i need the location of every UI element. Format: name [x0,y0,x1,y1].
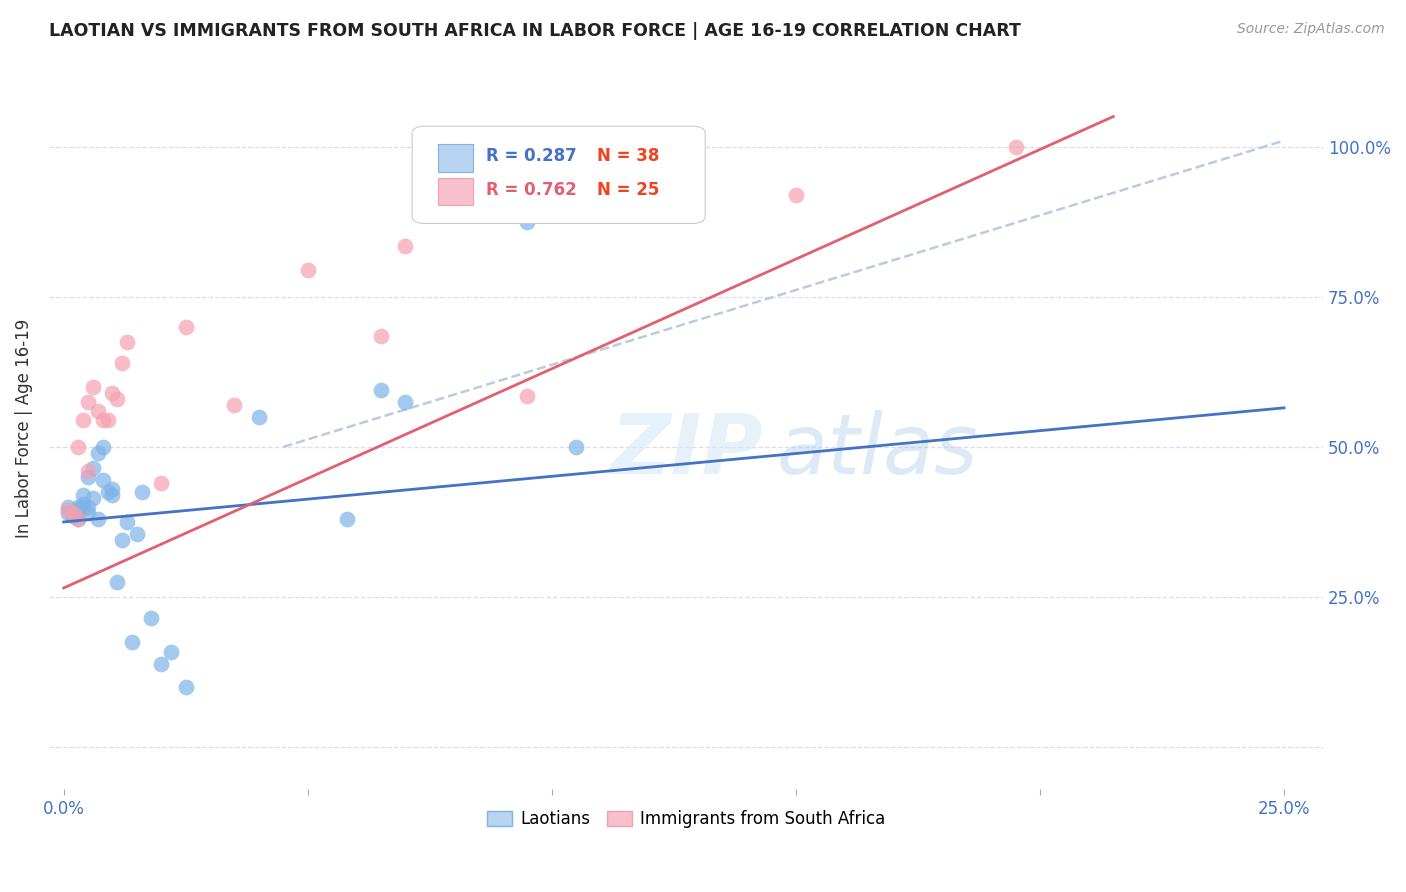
Point [72,413,94,427]
Point [77,464,100,478]
Text: R = 0.287: R = 0.287 [486,147,576,165]
Point [297,262,319,277]
Point [77,500,100,514]
Point [150,475,173,490]
Point [394,238,416,252]
Point [150,657,173,672]
Point [77,470,100,484]
Point [91,473,114,487]
Point [77,394,100,409]
Point [67,500,90,514]
Point [62,506,84,520]
Point [516,215,538,229]
Point [58,500,80,514]
Point [174,319,197,334]
Point [96,484,118,499]
Point [67,503,90,517]
Text: ZIP: ZIP [610,410,762,491]
Point [141,611,163,625]
Text: N = 38: N = 38 [598,147,659,165]
Point [131,484,153,499]
Point [105,574,128,589]
Point [638,205,661,219]
FancyBboxPatch shape [412,126,706,224]
Bar [437,145,474,171]
Y-axis label: In Labor Force | Age 16-19: In Labor Force | Age 16-19 [15,319,32,539]
Point [111,356,134,370]
Point [125,527,148,541]
Point [58,503,80,517]
Point [370,383,392,397]
Point [62,508,84,523]
Point [105,392,128,406]
Point [247,409,270,424]
Point [101,482,124,496]
Point [87,512,110,526]
Point [394,394,416,409]
Point [111,533,134,547]
Point [67,512,90,526]
Point [115,334,138,349]
Point [91,413,114,427]
Bar [437,178,474,205]
Point [336,512,359,526]
Point [1004,139,1026,153]
Point [67,512,90,526]
Point [565,440,588,454]
Point [87,446,110,460]
Point [82,491,104,505]
Point [72,488,94,502]
Point [67,440,90,454]
Text: N = 25: N = 25 [598,181,659,199]
Point [224,398,246,412]
Point [72,497,94,511]
Point [174,680,197,694]
Point [101,385,124,400]
Point [72,500,94,514]
Point [516,389,538,403]
Point [101,488,124,502]
Point [82,380,104,394]
Text: R = 0.762: R = 0.762 [486,181,576,199]
Point [160,645,183,659]
Point [96,413,118,427]
Text: LAOTIAN VS IMMIGRANTS FROM SOUTH AFRICA IN LABOR FORCE | AGE 16-19 CORRELATION C: LAOTIAN VS IMMIGRANTS FROM SOUTH AFRICA … [49,22,1021,40]
Point [82,461,104,475]
Text: Source: ZipAtlas.com: Source: ZipAtlas.com [1237,22,1385,37]
Point [121,635,143,649]
Point [77,506,100,520]
Legend: Laotians, Immigrants from South Africa: Laotians, Immigrants from South Africa [479,804,891,835]
Point [370,328,392,343]
Point [87,404,110,418]
Point [58,506,80,520]
Point [62,506,84,520]
Text: atlas: atlas [776,410,979,491]
Point [785,187,807,202]
Point [115,515,138,529]
Point [91,440,114,454]
